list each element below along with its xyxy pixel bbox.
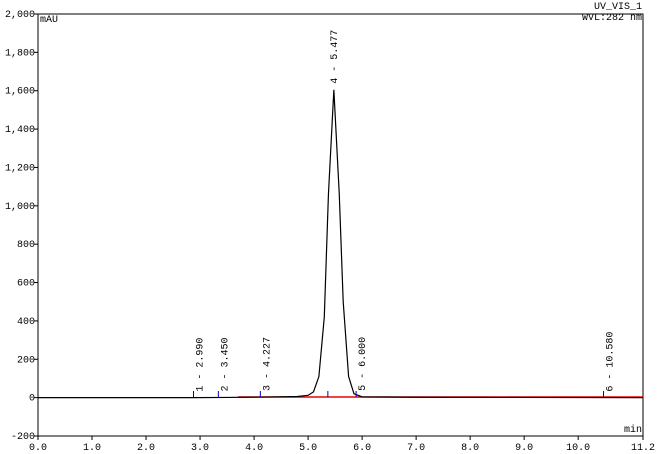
wavelength-label: WVL:282 nm xyxy=(582,13,642,24)
y-tick-label: 0 xyxy=(29,394,35,405)
peak-label: 1 - 2.990 xyxy=(196,338,207,392)
y-tick-label: 800 xyxy=(17,240,35,251)
y-axis-label: mAU xyxy=(40,15,58,26)
y-tick-label: 1,800 xyxy=(5,48,35,59)
x-tick-label: 0.0 xyxy=(29,443,47,454)
channel-label: UV_VIS_1 xyxy=(594,2,642,13)
x-tick-label: 5.0 xyxy=(299,443,317,454)
x-axis-label: min xyxy=(624,424,642,436)
y-tick-label: 1,400 xyxy=(5,125,35,136)
y-tick-label: 1,200 xyxy=(5,163,35,174)
y-tick-label: 600 xyxy=(17,279,35,290)
peak-label: 3 - 4.227 xyxy=(262,337,273,391)
x-tick-label: 4.0 xyxy=(245,443,263,454)
x-tick-label: 7.0 xyxy=(407,443,425,454)
x-tick-label: 2.0 xyxy=(137,443,155,454)
y-tick-label: 1,000 xyxy=(5,202,35,213)
x-tick-label: 10.0 xyxy=(566,443,590,454)
x-tick-label: 3.0 xyxy=(191,443,209,454)
peak-label: 4 - 5.477 xyxy=(330,30,341,84)
y-tick-label: 200 xyxy=(17,355,35,366)
x-tick-label: 8.0 xyxy=(461,443,479,454)
x-tick-label: 11.2 xyxy=(631,443,655,454)
x-tick-label: 9.0 xyxy=(515,443,533,454)
y-tick-label: 1,600 xyxy=(5,87,35,98)
x-tick-label: 1.0 xyxy=(83,443,101,454)
signal-line xyxy=(38,89,644,399)
peak-label: 6 - 10.580 xyxy=(606,332,617,392)
y-tick-label: 400 xyxy=(17,317,35,328)
x-tick-label: 6.0 xyxy=(353,443,371,454)
peak-label: 2 - 3.450 xyxy=(220,337,231,391)
y-tick-label: 2,000 xyxy=(5,10,35,21)
plot-frame xyxy=(37,13,644,437)
peak-label: 5 - 6.000 xyxy=(358,337,369,391)
y-tick-label: -200 xyxy=(11,432,35,443)
